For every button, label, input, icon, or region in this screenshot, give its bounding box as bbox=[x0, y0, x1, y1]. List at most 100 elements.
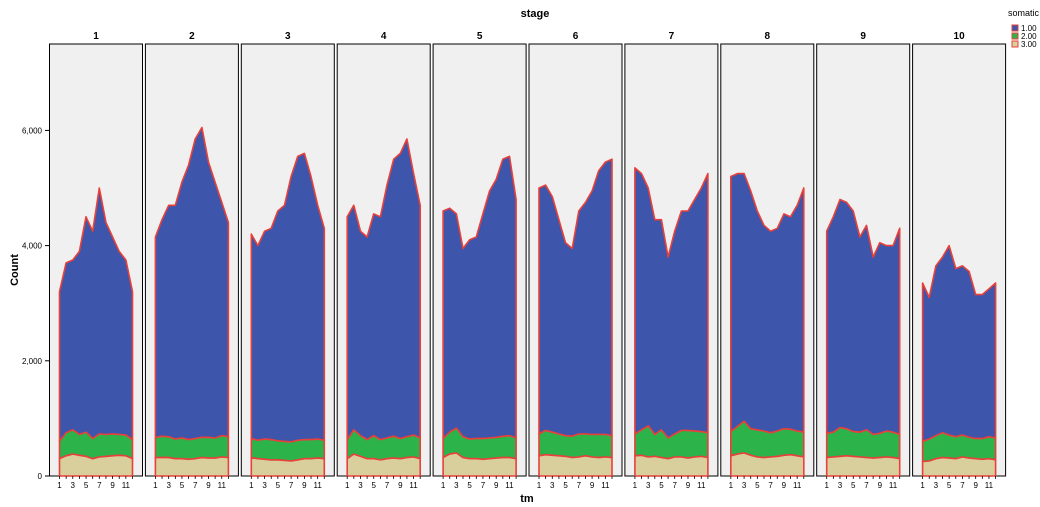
area-series-3 bbox=[154, 456, 230, 477]
x-tick-label: 1 bbox=[633, 481, 638, 490]
x-tick-label: 9 bbox=[302, 481, 307, 490]
x-tick-label: 5 bbox=[851, 481, 856, 490]
x-tick-label: 5 bbox=[947, 481, 952, 490]
x-tick-label: 9 bbox=[973, 481, 978, 490]
x-tick-label: 3 bbox=[646, 481, 651, 490]
x-tick-label: 7 bbox=[97, 481, 102, 490]
legend-title: somatic bbox=[1008, 8, 1040, 18]
legend-entry: 3.00 bbox=[1021, 40, 1037, 49]
x-tick-label: 3 bbox=[166, 481, 171, 490]
facet-label: 3 bbox=[285, 31, 291, 42]
facet-panel: 11 3 5 7 9 11 bbox=[49, 31, 143, 490]
y-tick-label: 2,000 bbox=[22, 357, 43, 366]
x-tick-label: 5 bbox=[467, 481, 472, 490]
x-tick-label: 3 bbox=[71, 481, 76, 490]
x-tick-label: 11 bbox=[601, 481, 610, 490]
facet-label: 6 bbox=[573, 31, 579, 42]
x-tick-label: 9 bbox=[206, 481, 211, 490]
x-tick-label: 11 bbox=[314, 481, 323, 490]
x-tick-label: 5 bbox=[276, 481, 281, 490]
x-tick-label: 11 bbox=[218, 481, 227, 490]
y-axis: 0 2,000 4,000 6,000 bbox=[22, 44, 50, 481]
x-tick-label: 3 bbox=[550, 481, 555, 490]
facet-panel: 4 1 3 5 7 9 11 bbox=[336, 31, 431, 490]
facet-label: 9 bbox=[860, 31, 866, 42]
x-tick-label: 7 bbox=[289, 481, 294, 490]
x-tick-label: 9 bbox=[782, 481, 787, 490]
x-tick-label: 1 bbox=[153, 481, 158, 490]
x-tick-label: 5 bbox=[563, 481, 568, 490]
x-tick-label: 1 bbox=[345, 481, 350, 490]
facet-panel: 10 1 3 5 7 9 11 bbox=[912, 31, 1007, 490]
x-tick-label: 9 bbox=[110, 481, 115, 490]
x-tick-label: 3 bbox=[454, 481, 459, 490]
x-tick-label: 11 bbox=[505, 481, 514, 490]
area-series-2 bbox=[825, 426, 901, 460]
x-tick-label: 11 bbox=[985, 481, 994, 490]
x-tick-label: 3 bbox=[358, 481, 363, 490]
facet-panel: 51 3 5 7 9 11 bbox=[432, 31, 527, 490]
x-tick-label: 1 bbox=[441, 481, 446, 490]
area-series-2 bbox=[538, 429, 613, 459]
x-tick-label: 1 bbox=[824, 481, 829, 490]
facet-label: 10 bbox=[954, 31, 966, 42]
x-tick-label: 7 bbox=[960, 481, 965, 490]
facet-label: 4 bbox=[381, 31, 387, 42]
x-tick-label: 7 bbox=[768, 481, 773, 490]
area-series-3 bbox=[825, 455, 901, 477]
x-tick-label: 1 bbox=[537, 481, 542, 490]
x-tick-label: 5 bbox=[180, 481, 185, 490]
x-tick-label: 9 bbox=[686, 481, 691, 490]
facet-panel: 8 1 3 5 7 9 11 bbox=[720, 31, 815, 490]
x-tick-label: 5 bbox=[659, 481, 664, 490]
x-tick-label: 9 bbox=[590, 481, 595, 490]
x-tick-label: 9 bbox=[878, 481, 883, 490]
x-tick-label: 1 bbox=[57, 481, 62, 490]
legend-swatch bbox=[1011, 40, 1019, 48]
legend-entry: 2.00 bbox=[1021, 32, 1037, 41]
facet-panel: 71 3 5 7 9 11 bbox=[624, 31, 719, 490]
facet-panel: 6 1 3 5 7 9 11 bbox=[528, 31, 623, 490]
x-tick-label: 1 bbox=[249, 481, 254, 490]
facet-label: 5 bbox=[477, 31, 483, 42]
x-tick-label: 3 bbox=[262, 481, 267, 490]
x-tick-label: 3 bbox=[838, 481, 843, 490]
x-tick-label: 7 bbox=[481, 481, 486, 490]
x-tick-label: 5 bbox=[372, 481, 377, 490]
facet-label: 2 bbox=[189, 31, 195, 42]
x-tick-label: 11 bbox=[122, 481, 131, 490]
x-tick-label: 3 bbox=[934, 481, 939, 490]
facet-panel: 91 3 5 7 9 11 bbox=[816, 31, 911, 490]
facet-panel: 2 1 3 5 7 9 11 bbox=[144, 31, 239, 490]
facet-label: 8 bbox=[765, 31, 771, 42]
x-tick-label: 9 bbox=[494, 481, 499, 490]
x-tick-label: 7 bbox=[672, 481, 677, 490]
area-series-3 bbox=[538, 453, 613, 477]
y-tick-label: 4,000 bbox=[22, 242, 43, 251]
x-tick-label: 11 bbox=[697, 481, 706, 490]
chart-title: stage bbox=[521, 8, 550, 20]
x-tick-label: 11 bbox=[409, 481, 418, 490]
x-tick-label: 7 bbox=[385, 481, 390, 490]
facet-label: 7 bbox=[669, 31, 675, 42]
legend-entry: 1.00 bbox=[1021, 24, 1037, 33]
x-tick-label: 3 bbox=[742, 481, 747, 490]
area-series-3 bbox=[921, 456, 997, 477]
facet-panel: 31 3 5 7 9 11 bbox=[240, 31, 335, 490]
x-tick-label: 9 bbox=[398, 481, 403, 490]
legend-swatch bbox=[1011, 24, 1019, 32]
legend-swatch bbox=[1011, 32, 1019, 40]
legend: 1.002.003.00 bbox=[1011, 24, 1037, 49]
y-tick-label: 0 bbox=[38, 472, 43, 481]
x-axis-label: tm bbox=[520, 493, 534, 505]
area-series-3 bbox=[250, 456, 326, 477]
x-tick-label: 1 bbox=[920, 481, 925, 490]
x-tick-label: 11 bbox=[889, 481, 898, 490]
y-axis-label: Count bbox=[9, 254, 21, 286]
x-tick-label: 11 bbox=[793, 481, 802, 490]
area-series-3 bbox=[634, 454, 709, 477]
y-tick-label: 6,000 bbox=[22, 126, 43, 135]
area-series-3 bbox=[58, 453, 134, 477]
